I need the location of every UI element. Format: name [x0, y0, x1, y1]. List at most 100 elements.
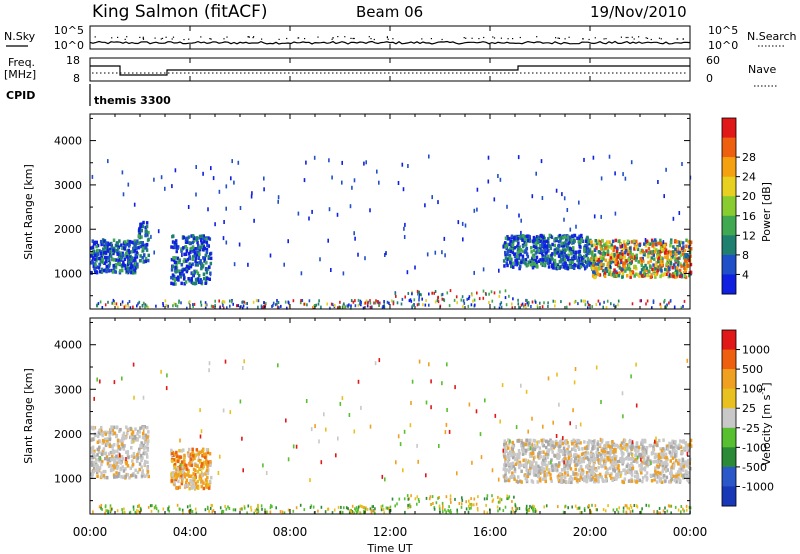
- scatter-pixel: [525, 438, 528, 442]
- scatter-pixel: [664, 267, 667, 272]
- scatter-pixel: [537, 464, 540, 469]
- ground-echo: [639, 299, 642, 303]
- scatter-pixel: [633, 445, 637, 450]
- ground-echo: [292, 299, 295, 303]
- ground-echo: [395, 294, 397, 298]
- ground-echo: [455, 295, 458, 299]
- scatter-pixel: [121, 475, 125, 480]
- ground-echo: [192, 305, 194, 308]
- ground-echo: [208, 509, 210, 513]
- ground-echo: [504, 296, 507, 300]
- ground-echo: [477, 508, 479, 512]
- scatter-pixel: [645, 478, 649, 482]
- sparse-echo: [99, 456, 102, 460]
- ground-echo: [206, 505, 209, 509]
- scatter-pixel: [98, 445, 101, 450]
- ground-echo: [408, 503, 411, 507]
- scatter-pixel: [567, 257, 570, 261]
- ground-echo: [351, 510, 354, 513]
- scatter-pixel: [662, 450, 665, 454]
- scatter-pixel: [113, 431, 116, 435]
- scatter-pixel: [199, 460, 202, 464]
- scatter-pixel: [587, 439, 591, 443]
- scatter-pixel: [583, 446, 587, 450]
- scatter-pixel: [591, 444, 595, 448]
- ground-echo: [591, 503, 593, 507]
- ground-echo: [299, 301, 302, 305]
- scatter-pixel: [99, 431, 103, 435]
- colorbar-tick-label: -100: [742, 441, 767, 454]
- scatter-pixel: [627, 479, 631, 483]
- scatter-pixel: [527, 235, 530, 239]
- scatter-pixel: [503, 446, 506, 450]
- nsearch-point: [331, 38, 333, 40]
- scatter-pixel: [668, 441, 671, 446]
- scatter-pixel: [118, 271, 122, 275]
- scatter-pixel: [106, 475, 109, 480]
- scatter-pixel: [645, 475, 649, 480]
- station-title: King Salmon (fitACF): [92, 2, 268, 22]
- scatter-pixel: [573, 250, 576, 255]
- ground-echo: [513, 495, 515, 499]
- sparse-echo: [219, 454, 221, 459]
- scatter-pixel: [183, 475, 186, 479]
- ground-echo: [242, 304, 245, 308]
- scatter-pixel: [662, 461, 666, 465]
- scatter-pixel: [535, 235, 539, 239]
- scatter-pixel: [682, 440, 686, 444]
- scatter-pixel: [109, 249, 112, 254]
- scatter-pixel: [683, 447, 686, 451]
- scatter-pixel: [185, 467, 189, 471]
- scatter-pixel: [205, 270, 209, 275]
- sparse-echo: [202, 171, 204, 176]
- sparse-echo: [574, 367, 577, 371]
- sparse-echo: [672, 216, 675, 221]
- scatter-pixel: [590, 477, 593, 482]
- scatter-pixel: [671, 254, 675, 259]
- ground-echo: [408, 299, 411, 303]
- scatter-pixel: [187, 453, 190, 457]
- scatter-pixel: [576, 445, 580, 449]
- scatter-pixel: [524, 258, 528, 262]
- scatter-pixel: [660, 448, 664, 453]
- ground-echo: [574, 299, 577, 303]
- ground-echo: [288, 301, 290, 305]
- ground-echo: [104, 511, 106, 515]
- scatter-pixel: [627, 247, 630, 251]
- scatter-pixel: [209, 261, 213, 266]
- ground-echo: [403, 497, 406, 501]
- sparse-echo: [328, 207, 331, 212]
- ground-echo: [433, 506, 436, 510]
- scatter-pixel: [170, 268, 174, 272]
- scatter-pixel: [510, 245, 513, 249]
- scatter-pixel: [511, 447, 514, 452]
- scatter-pixel: [564, 262, 567, 266]
- scatter-pixel: [171, 234, 174, 239]
- sparse-echo: [473, 270, 475, 275]
- scatter-pixel: [196, 479, 199, 484]
- ground-echo: [381, 504, 384, 508]
- scatter-pixel: [660, 480, 664, 484]
- scatter-pixel: [536, 246, 539, 251]
- scatter-pixel: [121, 268, 124, 273]
- ground-echo: [562, 510, 565, 514]
- ground-echo: [607, 504, 609, 508]
- scatter-pixel: [575, 463, 579, 467]
- scatter-pixel: [589, 470, 593, 474]
- scatter-pixel: [610, 246, 614, 251]
- scatter-pixel: [685, 475, 688, 479]
- scatter-pixel: [173, 465, 177, 469]
- scatter-pixel: [605, 471, 608, 475]
- scatter-pixel: [141, 469, 144, 473]
- sparse-echo: [360, 405, 362, 410]
- scatter-pixel: [686, 458, 690, 463]
- scatter-pixel: [533, 447, 537, 452]
- scatter-pixel: [98, 466, 102, 470]
- scatter-pixel: [103, 437, 107, 442]
- scatter-pixel: [560, 253, 563, 258]
- ground-echo: [275, 506, 277, 510]
- scatter-pixel: [90, 460, 94, 465]
- scatter-pixel: [577, 462, 580, 466]
- sparse-echo: [546, 466, 548, 471]
- scatter-pixel: [517, 475, 520, 479]
